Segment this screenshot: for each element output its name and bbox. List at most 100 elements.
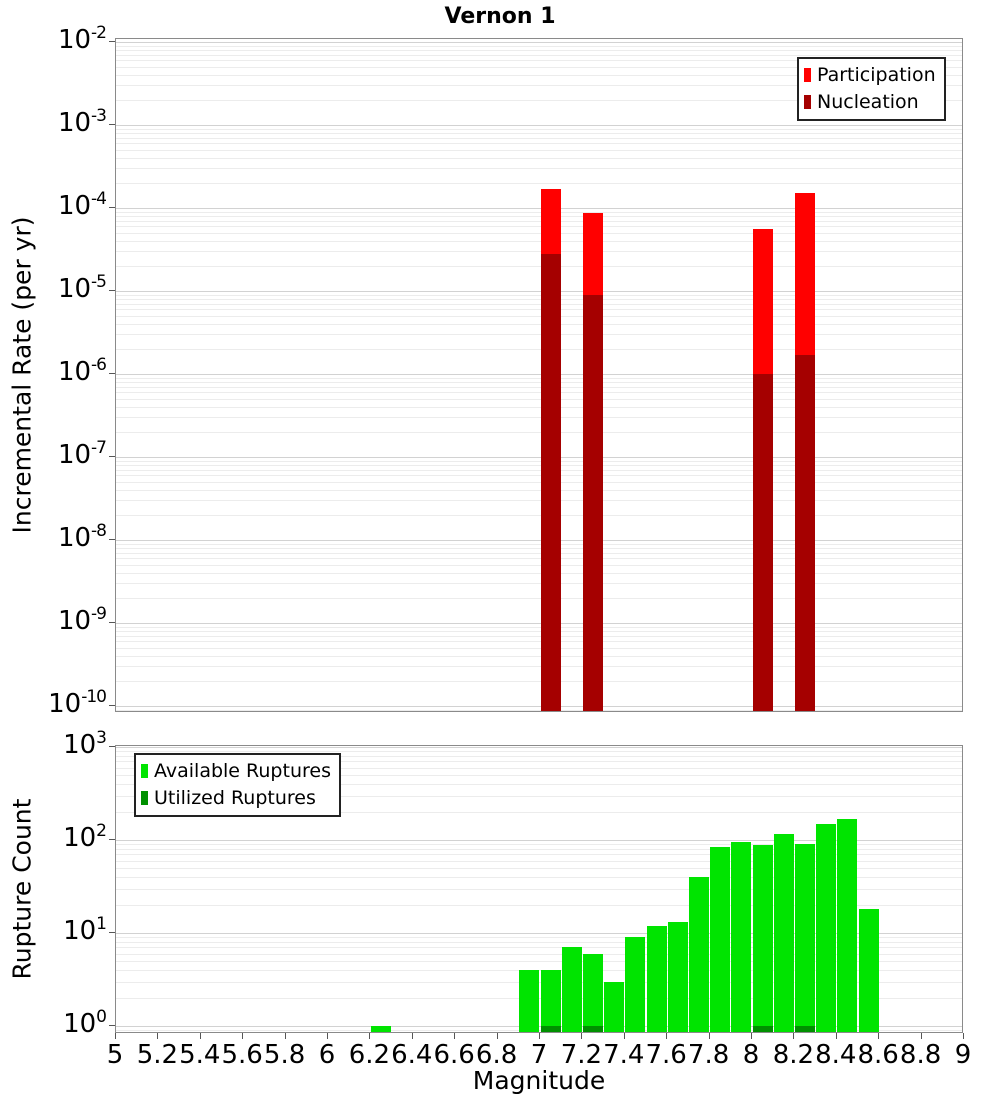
x-tick-mark [327, 1033, 328, 1039]
bar-available-ruptures [519, 970, 540, 1032]
grid-line-minor [116, 709, 962, 711]
y-tick-mark [109, 207, 115, 208]
bar-available-ruptures [837, 818, 858, 1032]
x-tick-mark [284, 1033, 286, 1039]
grid-line-minor [116, 377, 962, 379]
grid-line-minor [116, 465, 962, 467]
grid-line-minor [116, 407, 962, 409]
grid-line-minor [116, 220, 962, 222]
x-tick-label: 6.4 [391, 1040, 433, 1070]
grid-line-minor [116, 481, 962, 483]
x-tick-mark [751, 1033, 752, 1039]
grid-line-minor [116, 382, 962, 384]
grid-line-minor [116, 953, 962, 955]
grid-line-major [116, 623, 962, 624]
x-tick-mark [963, 1033, 964, 1039]
bar-available-ruptures [816, 823, 837, 1032]
grid-line-major [116, 540, 962, 541]
grid-line-minor [116, 398, 962, 400]
grid-line-minor [116, 334, 962, 336]
grid-line-minor [116, 315, 962, 317]
grid-line-minor [116, 647, 962, 649]
x-tick-label: 5.8 [263, 1040, 306, 1070]
available-ruptures-swatch-icon [141, 764, 148, 778]
y-tick-label: 102 [63, 821, 107, 853]
grid-line-minor [116, 490, 962, 492]
grid-line-minor [116, 784, 962, 785]
y-tick-mark [109, 705, 115, 706]
grid-line-major [116, 840, 962, 841]
grid-line-minor [116, 232, 962, 234]
grid-line-minor [116, 598, 962, 599]
x-tick-label: 8.6 [857, 1040, 899, 1070]
y-tick-mark [109, 41, 115, 42]
grid-line-minor [116, 583, 962, 585]
y-tick-mark [109, 124, 115, 125]
bar-available-ruptures [604, 981, 625, 1032]
grid-line-minor [116, 469, 962, 471]
bar-available-ruptures [710, 846, 731, 1032]
bar-utilized-ruptures [583, 1026, 603, 1032]
utilized-ruptures-swatch-icon [141, 791, 148, 805]
grid-line-minor [116, 558, 962, 560]
grid-line-major [116, 208, 962, 209]
x-tick-label: 7.2 [560, 1040, 603, 1070]
y-tick-mark [109, 539, 115, 540]
grid-line-minor [116, 266, 962, 267]
x-axis-label-magnitude: Magnitude [472, 1066, 606, 1095]
grid-line-minor [116, 947, 962, 949]
x-tick-mark [623, 1033, 625, 1039]
x-tick-label: 9 [954, 1040, 972, 1070]
grid-line-minor [116, 543, 962, 545]
bar-utilized-ruptures [795, 1026, 815, 1032]
grid-line-minor [116, 299, 962, 301]
grid-line-minor [116, 128, 962, 130]
grid-line-major [116, 457, 962, 458]
x-tick-mark [199, 1033, 201, 1039]
x-tick-mark [115, 1033, 116, 1039]
grid-line-minor [116, 844, 962, 846]
grid-line-minor [116, 75, 962, 77]
grid-line-minor [116, 905, 962, 906]
y-tick-label: 10-2 [57, 23, 107, 55]
x-tick-label: 7.6 [645, 1040, 687, 1070]
grid-line-major [116, 125, 962, 126]
grid-line-minor [116, 85, 962, 87]
grid-line-minor [116, 60, 962, 62]
grid-line-minor [116, 641, 962, 643]
grid-line-minor [116, 774, 962, 776]
x-tick-label: 8.4 [815, 1040, 857, 1070]
grid-line-minor [116, 860, 962, 862]
y-tick-mark [109, 290, 115, 291]
x-tick-mark [157, 1033, 159, 1039]
x-tick-mark [369, 1033, 371, 1039]
grid-line-minor [116, 303, 962, 305]
x-tick-label: 8.8 [899, 1040, 942, 1070]
bar-available-ruptures [858, 909, 879, 1032]
x-tick-mark [581, 1033, 583, 1039]
grid-line-major [116, 374, 962, 375]
legend-item-utilized-ruptures: Utilized Ruptures [141, 785, 331, 812]
y-tick-mark [109, 1025, 115, 1026]
grid-line-minor [116, 751, 962, 753]
grid-line-minor [116, 867, 962, 869]
legend-item-nucleation: Nucleation [804, 89, 936, 116]
grid-line-minor [116, 392, 962, 394]
x-tick-label: 5.2 [136, 1040, 179, 1070]
grid-line-minor [116, 960, 962, 962]
grid-line-minor [116, 626, 962, 628]
x-tick-mark [708, 1033, 710, 1039]
bar-nucleation [540, 253, 561, 711]
grid-line-minor [116, 133, 962, 135]
grid-line-minor [116, 158, 962, 160]
grid-line-minor [116, 666, 962, 668]
grid-line-minor [116, 515, 962, 516]
nucleation-swatch-icon [804, 95, 811, 109]
grid-line-minor [116, 460, 962, 462]
grid-line-minor [116, 942, 962, 943]
grid-line-major [116, 933, 962, 934]
grid-line-minor [116, 294, 962, 296]
bar-available-ruptures [540, 970, 561, 1032]
x-tick-label: 8.2 [772, 1040, 815, 1070]
grid-line-minor [116, 475, 962, 477]
